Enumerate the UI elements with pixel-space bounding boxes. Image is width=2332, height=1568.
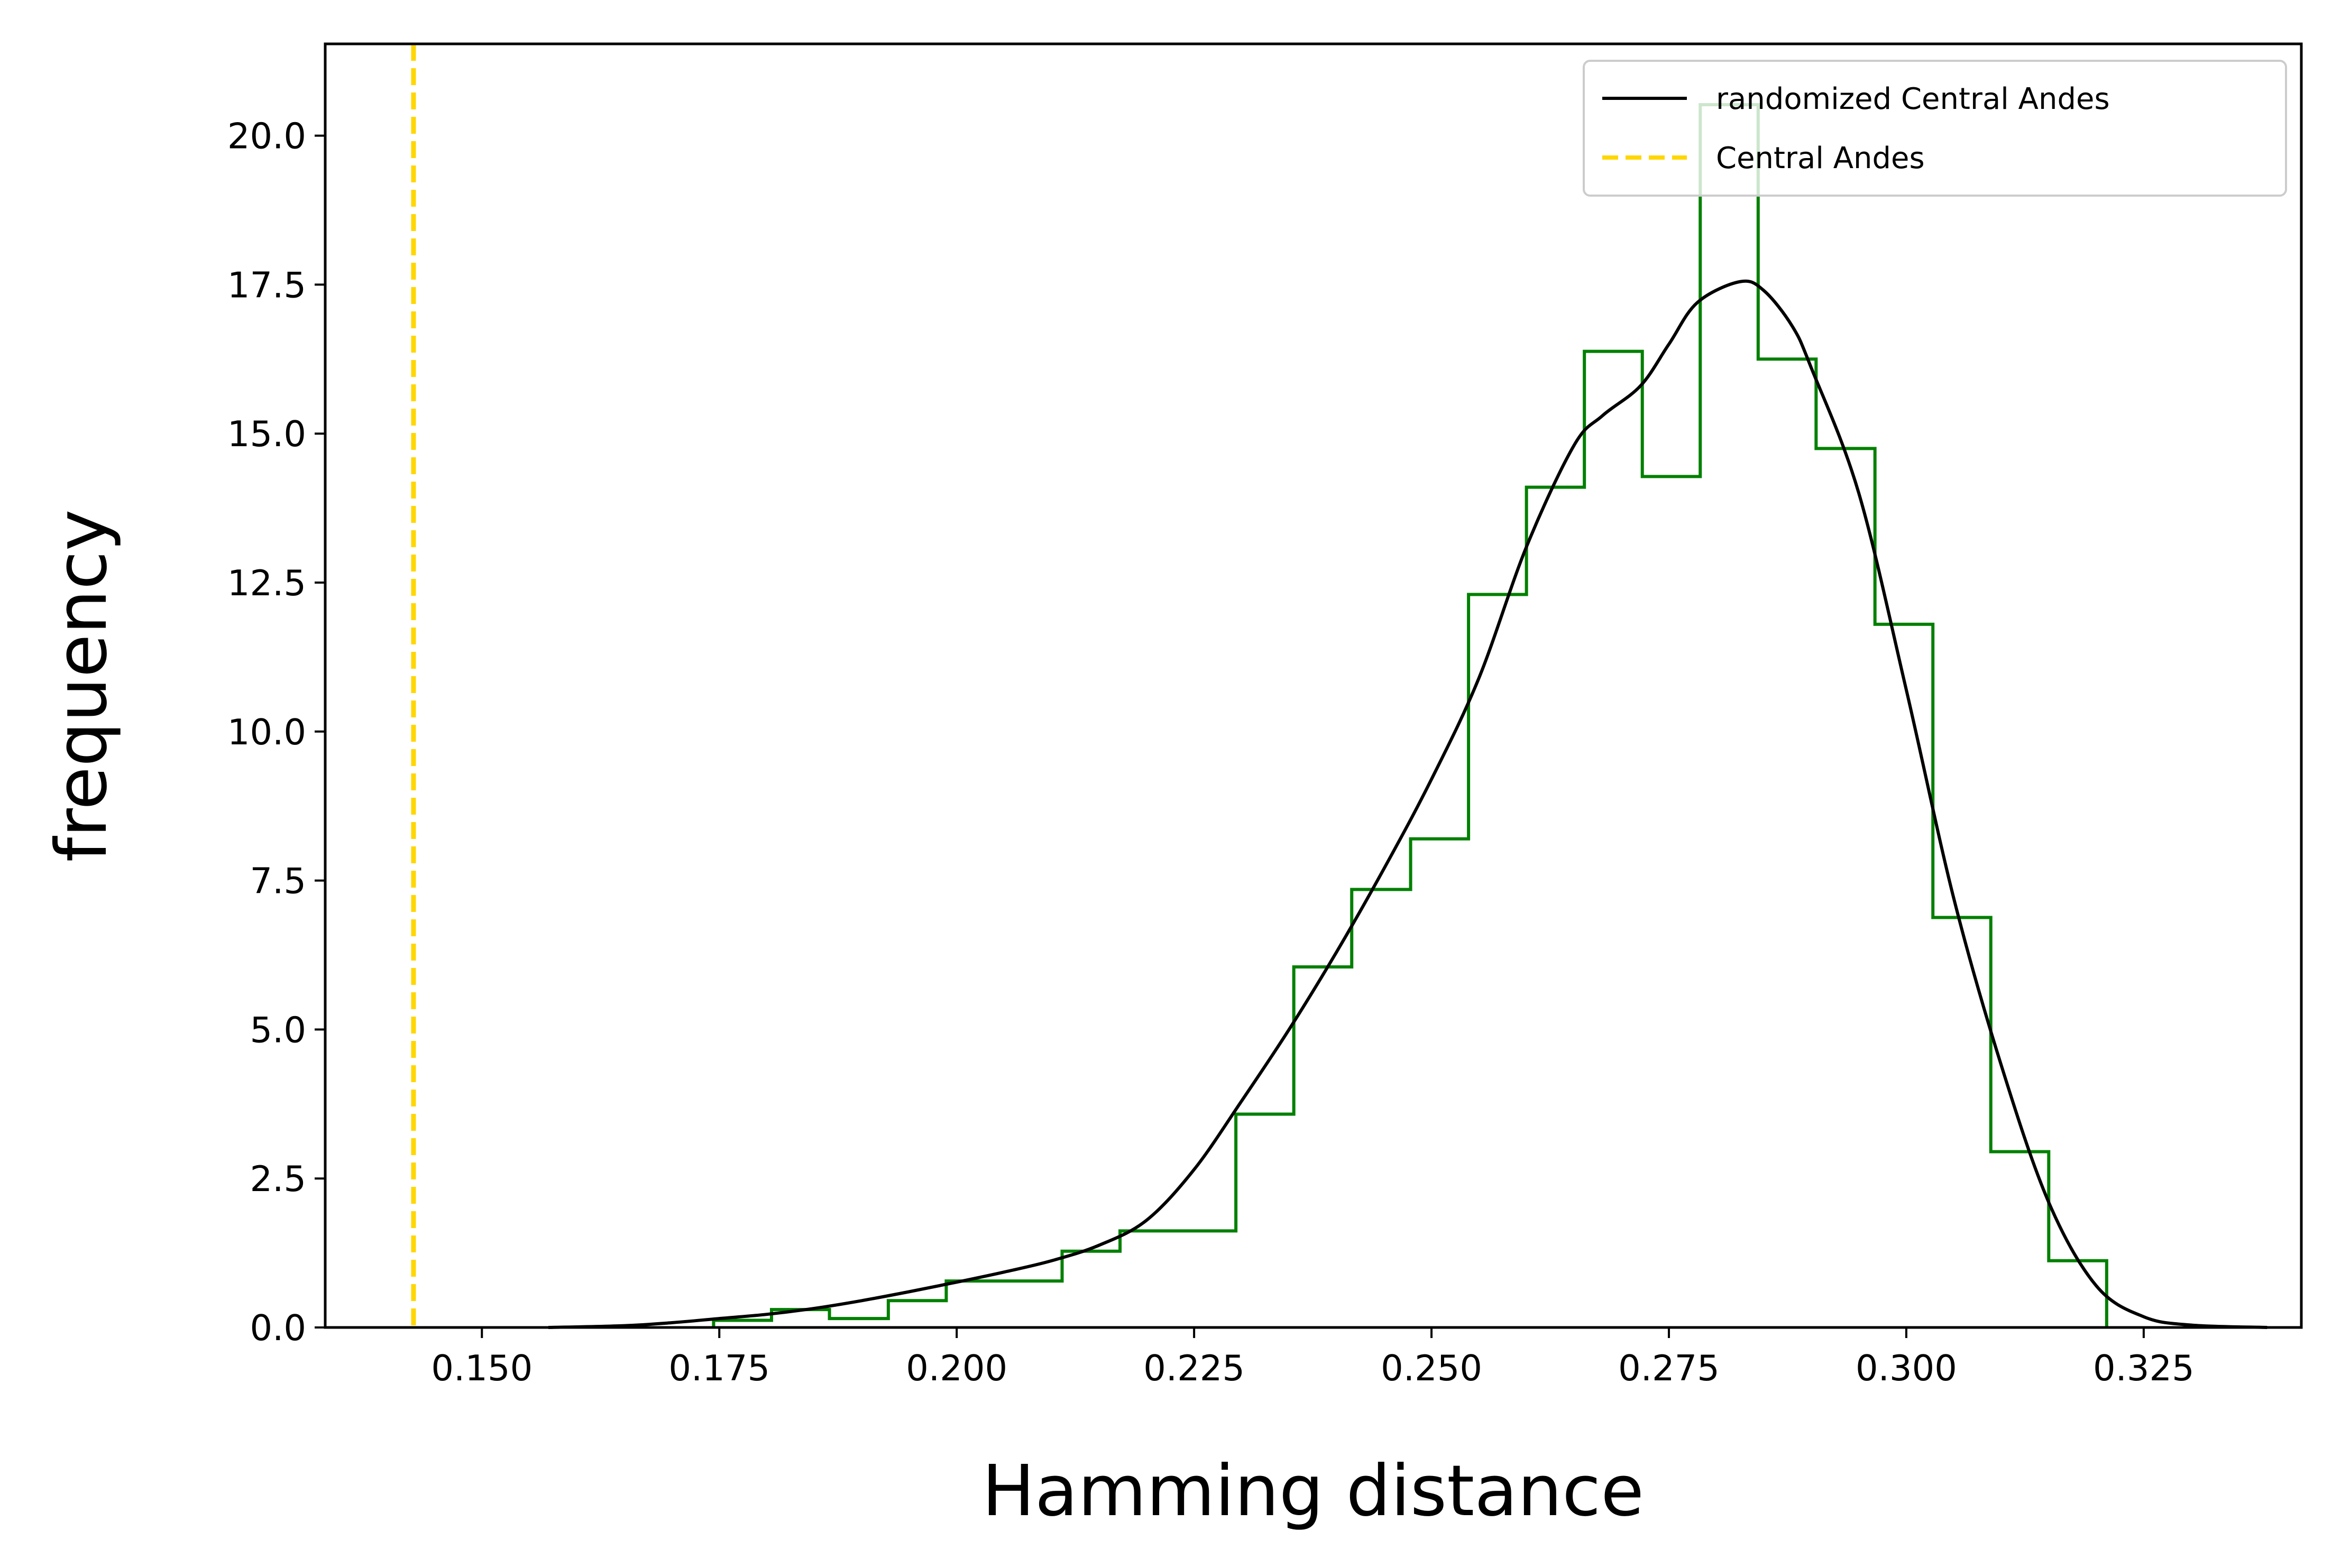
y-tick-label: 7.5 [250, 861, 306, 902]
histogram-outline [712, 103, 2108, 1327]
x-tick-label: 0.325 [2093, 1348, 2195, 1389]
y-axis-label: frequency [41, 509, 123, 862]
y-tick-label: 0.0 [250, 1307, 306, 1349]
x-tick-label: 0.150 [431, 1348, 532, 1389]
legend-box [1583, 60, 2287, 197]
x-tick-label: 0.200 [906, 1348, 1007, 1389]
y-tick-label: 20.0 [227, 116, 306, 157]
x-tick-label: 0.175 [668, 1348, 770, 1389]
y-tick-label: 2.5 [250, 1158, 306, 1200]
x-tick-label: 0.225 [1143, 1348, 1245, 1389]
legend: randomized Central Andes Central Andes [1583, 60, 2287, 197]
plot-area [325, 44, 2301, 1327]
kde-layer [548, 279, 2267, 1329]
y-tick-label: 12.5 [227, 562, 306, 604]
x-tick-label: 0.300 [1856, 1348, 1957, 1389]
y-tick-label: 10.0 [227, 712, 306, 753]
legend-label-kde: randomized Central Andes [1716, 82, 2110, 116]
x-tick-label: 0.250 [1381, 1348, 1482, 1389]
y-axis-ticks: 0.0 2.5 5.0 7.5 10.0 12.5 15.0 17.5 20.0 [227, 116, 325, 1349]
y-tick-label: 5.0 [250, 1009, 306, 1050]
y-tick-label: 17.5 [227, 264, 306, 306]
plot-frame [324, 42, 2303, 1329]
x-axis-label: Hamming distance [982, 1451, 1644, 1532]
x-axis-ticks: 0.150 0.175 0.200 0.225 0.250 0.275 0.300 0.325 [431, 1327, 2195, 1389]
kde-curve-line [548, 279, 2267, 1329]
y-tick-label: 15.0 [227, 413, 306, 455]
legend-label-reference: Central Andes [1716, 141, 1925, 176]
histogram-layer [712, 103, 2108, 1327]
x-tick-label: 0.275 [1618, 1348, 1720, 1389]
